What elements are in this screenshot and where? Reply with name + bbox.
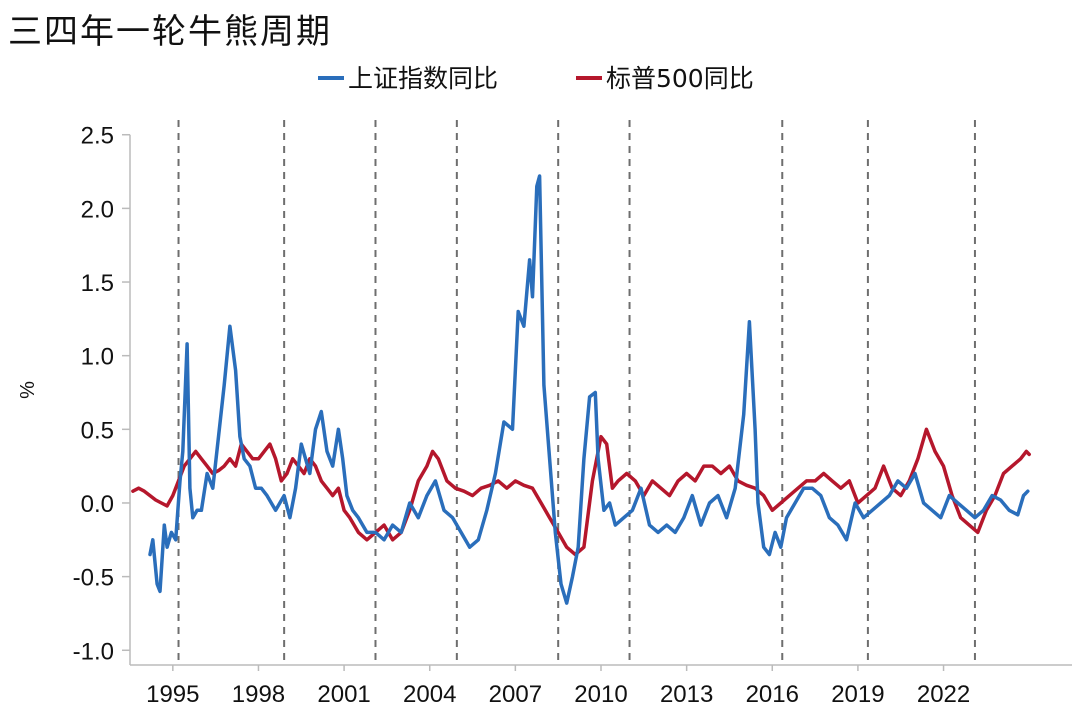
x-tick-label: 2019	[831, 681, 884, 708]
y-tick-label: 0.5	[81, 417, 114, 444]
y-tick-label: 0.0	[81, 491, 114, 518]
series-line-sp500	[131, 427, 1031, 557]
x-tick-label: 2001	[317, 681, 370, 708]
x-tick-label: 2010	[574, 681, 627, 708]
plot-area	[131, 174, 1031, 605]
y-tick-label: 2.0	[81, 196, 114, 223]
x-tick-label: 1995	[146, 681, 199, 708]
chart-title: 三四年一轮牛熊周期	[8, 12, 332, 52]
y-tick-label: -0.5	[73, 565, 114, 592]
x-tick-label: 2022	[917, 681, 970, 708]
x-tick-label: 2004	[403, 681, 456, 708]
axes: 2.5 2.0 1.5 1.0 0.5 0.0 -0.5 -1.0 1995 1998 2001 20…	[73, 123, 1072, 708]
y-tick-label: 2.5	[81, 123, 114, 150]
y-axis-label: %	[17, 381, 39, 399]
x-tick-label: 1998	[232, 681, 285, 708]
legend-label-shanghai: 上证指数同比	[348, 64, 498, 93]
y-tick-label: 1.0	[81, 344, 114, 371]
series-line-shanghai	[148, 174, 1030, 605]
x-tick-label: 2016	[746, 681, 799, 708]
legend: 上证指数同比 标普500同比	[318, 64, 754, 93]
x-tick-label: 2007	[489, 681, 542, 708]
legend-label-sp500: 标普500同比	[606, 64, 754, 93]
y-tick-label: -1.0	[73, 638, 114, 665]
x-tick-label: 2013	[660, 681, 713, 708]
y-tick-label: 1.5	[81, 270, 114, 297]
cycle-lines	[177, 120, 976, 665]
